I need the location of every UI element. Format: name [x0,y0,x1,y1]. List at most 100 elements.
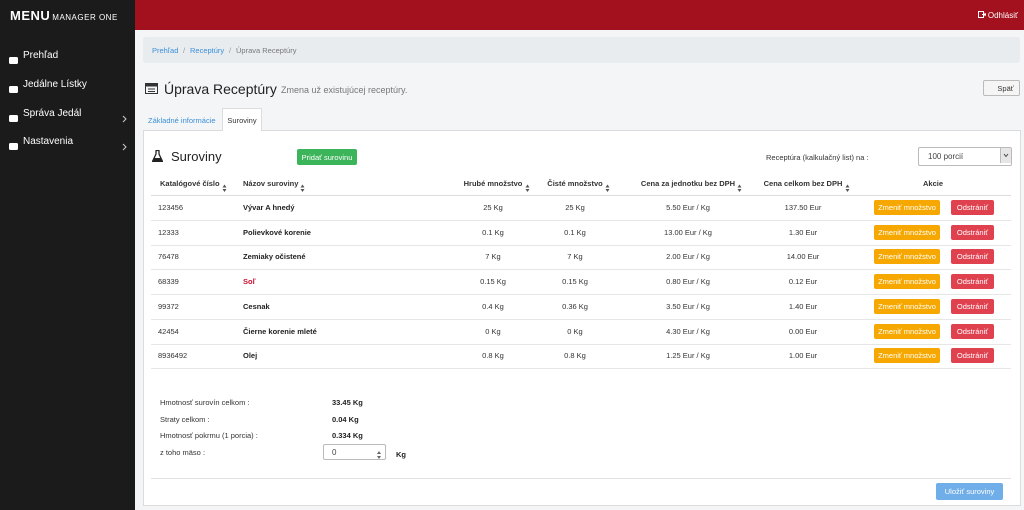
sidebar-icon [9,86,18,93]
change-button[interactable]: Zmeniť množstvo [874,298,940,314]
meat-unit: Kg [396,450,406,459]
breadcrumb-separator: / [229,46,232,55]
add-button[interactable]: Pridať surovinu [297,149,357,165]
delete-button[interactable]: Odstrániť [951,274,994,290]
delete-button[interactable]: Odstrániť [951,298,994,314]
breadcrumb-item[interactable]: Receptúry [190,46,225,55]
sort-icon-wrap [525,180,530,198]
sort-icon-wrap [605,180,610,198]
table-cell: 25 Kg [483,203,503,212]
breadcrumb-separator: / [183,46,186,55]
portion-label: Receptúra (kalkulačný list) na : [766,153,869,162]
sidebar-icon [9,57,18,64]
table-cell: 1.30 Eur [788,227,818,237]
delete-button[interactable]: Odstrániť [951,224,994,240]
summary-value: 0.334 Kg [332,431,363,440]
delete-button[interactable]: Odstrániť [951,249,994,265]
table-cell: 0.36 Kg [562,301,588,311]
sidebar-icon-wrap [9,110,19,128]
table-cell: 25 Kg [565,203,585,212]
change-button[interactable]: Zmeniť množstvo [874,348,940,364]
panel-title: Suroviny [171,149,222,164]
meat-input[interactable]: 0 [323,444,386,460]
table-cell: 3.50 Eur / Kg [666,301,710,311]
table-cell: 0.8 Kg [482,351,504,361]
select-arrow [1000,148,1011,163]
column-header[interactable]: Čisté množstvo [547,179,603,188]
table-cell: 4.30 Eur / Kg [666,326,710,336]
summary-label: Straty celkom : [160,415,210,424]
row-line [151,368,1011,370]
table-cell: 68339 [158,277,179,287]
portion-select-text: 100 porcií [928,152,964,161]
sort-icon-wrap [222,180,227,198]
logout-icon [977,11,987,18]
table-cell: 0.12 Eur [788,277,818,287]
logo-bold: MENU [10,8,51,23]
tab[interactable]: Základné informácie [148,116,216,125]
portion-select[interactable] [918,147,1012,166]
save-button[interactable]: Uložiť suroviny [936,483,1003,500]
sidebar-item[interactable]: Správa Jedál [23,108,82,119]
column-header[interactable]: Názov suroviny [243,179,299,188]
delete-button[interactable]: Odstrániť [951,348,994,364]
sidebar-item[interactable]: Jedálne Lístky [23,79,87,90]
table-cell: 0.15 Kg [480,277,506,287]
table-cell: 1.00 Eur [788,351,818,361]
table-cell: 8936492 [158,351,188,361]
sort-icon [300,184,305,192]
column-header[interactable]: Hrubé množstvo [463,179,523,188]
table-header-line [151,195,1011,196]
tab-active[interactable]: Suroviny [222,108,262,131]
chevron [122,115,127,123]
breadcrumb-item[interactable]: Prehľad [152,46,179,55]
change-button[interactable]: Zmeniť množstvo [874,323,940,339]
change-button[interactable]: Zmeniť množstvo [874,224,940,240]
sort-icon [845,184,849,192]
table-cell: 1.25 Eur / Kg [666,351,710,361]
column-header[interactable]: Cena za jednotku bez DPH [640,179,736,188]
delete-button[interactable]: Odstrániť [951,323,994,339]
row-line [151,220,1011,221]
table-cell: 0 Kg [567,326,583,336]
column-header[interactable]: Cena celkom bez DPH [763,179,843,188]
panel [143,130,1021,506]
logout[interactable]: Odhlásiť [977,11,1018,20]
flask-icon [152,150,163,162]
table-cell: 0.8 Kg [564,351,586,361]
breadcrumb-box [143,37,1020,63]
table-cell: 0 Kg [485,326,501,336]
sort-icon-wrap [845,180,850,198]
table-cell: 42454 [158,326,179,336]
change-button[interactable]: Zmeniť množstvo [874,274,940,290]
table-cell: 0.1 Kg [482,227,504,237]
sidebar-item[interactable]: Nastavenia [23,136,74,147]
column-header[interactable]: Katalógové číslo [160,179,220,188]
table-cell: 76478 [158,252,179,262]
top-bar [135,0,1024,30]
delete-button[interactable]: Odstrániť [951,200,994,215]
ingredient-name: Vývar A hnedý [243,203,295,212]
table-cell: 0.15 Kg [562,277,588,287]
back-button[interactable]: Späť [983,80,1020,96]
logo[interactable]: MENU MANAGER ONE [10,8,118,23]
sort-icon-wrap [300,180,305,198]
sidebar-icon [9,115,18,122]
table-cell: 0.4 Kg [482,301,504,311]
table-cell: 13.00 Eur / Kg [664,227,712,237]
sort-icon-wrap [737,180,742,198]
change-button[interactable]: Zmeniť množstvo [874,249,940,265]
sort-icon [737,184,742,192]
sort-icon [222,184,227,192]
summary-value: 33.45 Kg [332,398,363,407]
ingredient-name: Zemiaky očistené [243,252,306,262]
row-line [151,318,1011,320]
sidebar-item[interactable]: Prehľad [23,50,59,61]
change-button[interactable]: Zmeniť množstvo [874,200,940,215]
summary-label: Hmotnosť surovín celkom : [160,398,250,407]
table-cell: 14.00 Eur [786,252,820,262]
logout-text: Odhlásiť [987,11,1018,20]
sidebar-icon-wrap [9,52,19,70]
sidebar [0,0,135,510]
